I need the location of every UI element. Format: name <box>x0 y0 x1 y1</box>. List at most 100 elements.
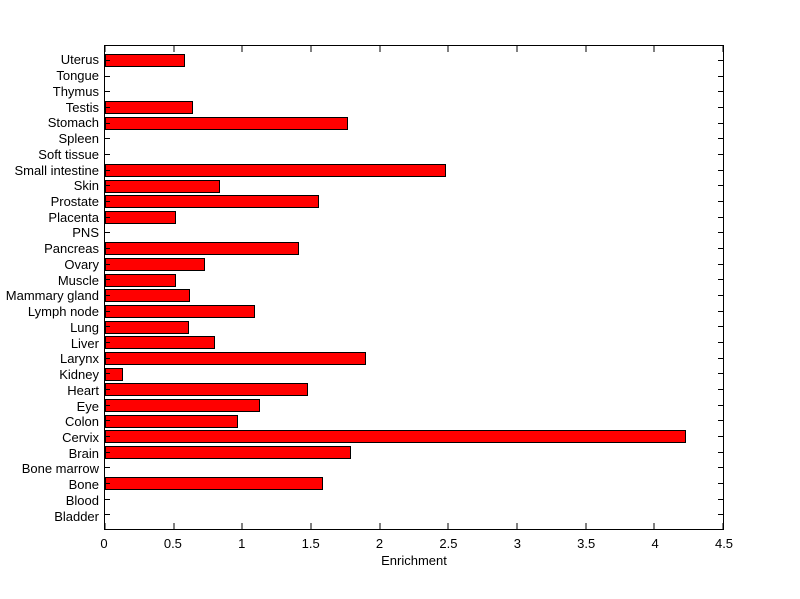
y-tick-right <box>718 326 723 328</box>
bar-row <box>105 319 723 335</box>
bar <box>105 179 221 193</box>
bar-row <box>105 178 723 194</box>
bar-row <box>105 116 723 132</box>
category-label: Placenta <box>48 209 99 225</box>
category-label: Lymph node <box>27 304 99 320</box>
x-tick-bottom <box>310 523 312 529</box>
bar <box>105 305 255 319</box>
category-label: Blood <box>65 492 99 508</box>
bar <box>105 242 299 256</box>
bar-row <box>105 194 723 210</box>
x-tick-top <box>516 46 518 52</box>
bar <box>105 54 185 68</box>
category-label: Prostate <box>50 193 99 209</box>
bar <box>105 117 349 131</box>
plot-area <box>104 45 724 530</box>
x-axis-title: Enrichment <box>381 553 447 568</box>
bar-row <box>105 241 723 257</box>
y-tick-right <box>718 514 723 516</box>
x-tick-bottom <box>585 523 587 529</box>
category-label: Bladder <box>54 508 99 524</box>
bar-row <box>105 429 723 445</box>
category-label: PNS <box>72 225 99 241</box>
bar <box>105 211 177 225</box>
y-tick-right <box>718 263 723 265</box>
bar <box>105 289 191 303</box>
bar-row <box>105 53 723 69</box>
y-tick-left <box>105 138 110 140</box>
y-tick-left <box>105 75 110 77</box>
y-tick-right <box>718 122 723 124</box>
y-tick-right <box>718 310 723 312</box>
category-label: Uterus <box>60 52 99 68</box>
bar-row <box>105 69 723 85</box>
category-label: Tongue <box>56 68 99 84</box>
category-label: Bone marrow <box>21 461 99 477</box>
bar <box>105 101 193 115</box>
y-tick-left <box>105 294 110 296</box>
category-label: Heart <box>67 382 99 398</box>
y-tick-right <box>718 482 723 484</box>
y-tick-right <box>718 59 723 61</box>
x-tick-label: 4.5 <box>714 536 734 551</box>
category-label: Liver <box>70 335 99 351</box>
y-tick-right <box>718 216 723 218</box>
category-label: Ovary <box>64 256 99 272</box>
y-tick-left <box>105 91 110 93</box>
x-tick-top <box>241 46 243 52</box>
y-tick-left <box>105 388 110 390</box>
y-tick-left <box>105 482 110 484</box>
x-tick-bottom <box>447 523 449 529</box>
y-tick-left <box>105 59 110 61</box>
y-tick-left <box>105 153 110 155</box>
y-tick-left <box>105 326 110 328</box>
y-tick-left <box>105 200 110 202</box>
x-tick-top <box>173 46 175 52</box>
x-tick-top <box>722 46 724 52</box>
bar-row <box>105 288 723 304</box>
bar <box>105 446 351 460</box>
y-tick-left <box>105 279 110 281</box>
y-tick-right <box>718 388 723 390</box>
y-tick-right <box>718 357 723 359</box>
y-tick-left <box>105 185 110 187</box>
y-tick-right <box>718 185 723 187</box>
x-tick-top <box>104 46 106 52</box>
bar-row <box>105 210 723 226</box>
x-tick-label: 4 <box>651 536 659 551</box>
category-label: Larynx <box>59 351 99 367</box>
bar-row <box>105 131 723 147</box>
y-tick-right <box>718 435 723 437</box>
y-tick-right <box>718 232 723 234</box>
category-label: Thymus <box>52 83 99 99</box>
bar-row <box>105 460 723 476</box>
bar <box>105 477 324 491</box>
y-tick-right <box>718 169 723 171</box>
x-tick-top <box>447 46 449 52</box>
x-tick-label: 2 <box>375 536 384 551</box>
y-tick-right <box>718 420 723 422</box>
y-tick-left <box>105 451 110 453</box>
y-tick-right <box>718 404 723 406</box>
bar-row <box>105 398 723 414</box>
y-tick-right <box>718 75 723 77</box>
category-label: Soft tissue <box>38 146 99 162</box>
x-tick-label: 3.5 <box>577 536 596 551</box>
bar-row <box>105 351 723 367</box>
y-tick-right <box>718 279 723 281</box>
bar <box>105 414 239 428</box>
bar-row <box>105 147 723 163</box>
category-label: Pancreas <box>44 241 99 257</box>
category-label: Brain <box>68 445 99 461</box>
category-label: Colon <box>65 414 99 430</box>
bar-row <box>105 257 723 273</box>
bar-row <box>105 304 723 320</box>
x-tick-label: 0 <box>100 536 108 551</box>
bar <box>105 352 366 366</box>
y-tick-left <box>105 216 110 218</box>
bar-row <box>105 507 723 523</box>
y-axis-category-labels: Uterus Tongue Thymus Testis Stomach Spleen Sof… <box>0 45 99 530</box>
x-tick-label: 2.5 <box>439 536 458 551</box>
bar <box>105 320 189 334</box>
